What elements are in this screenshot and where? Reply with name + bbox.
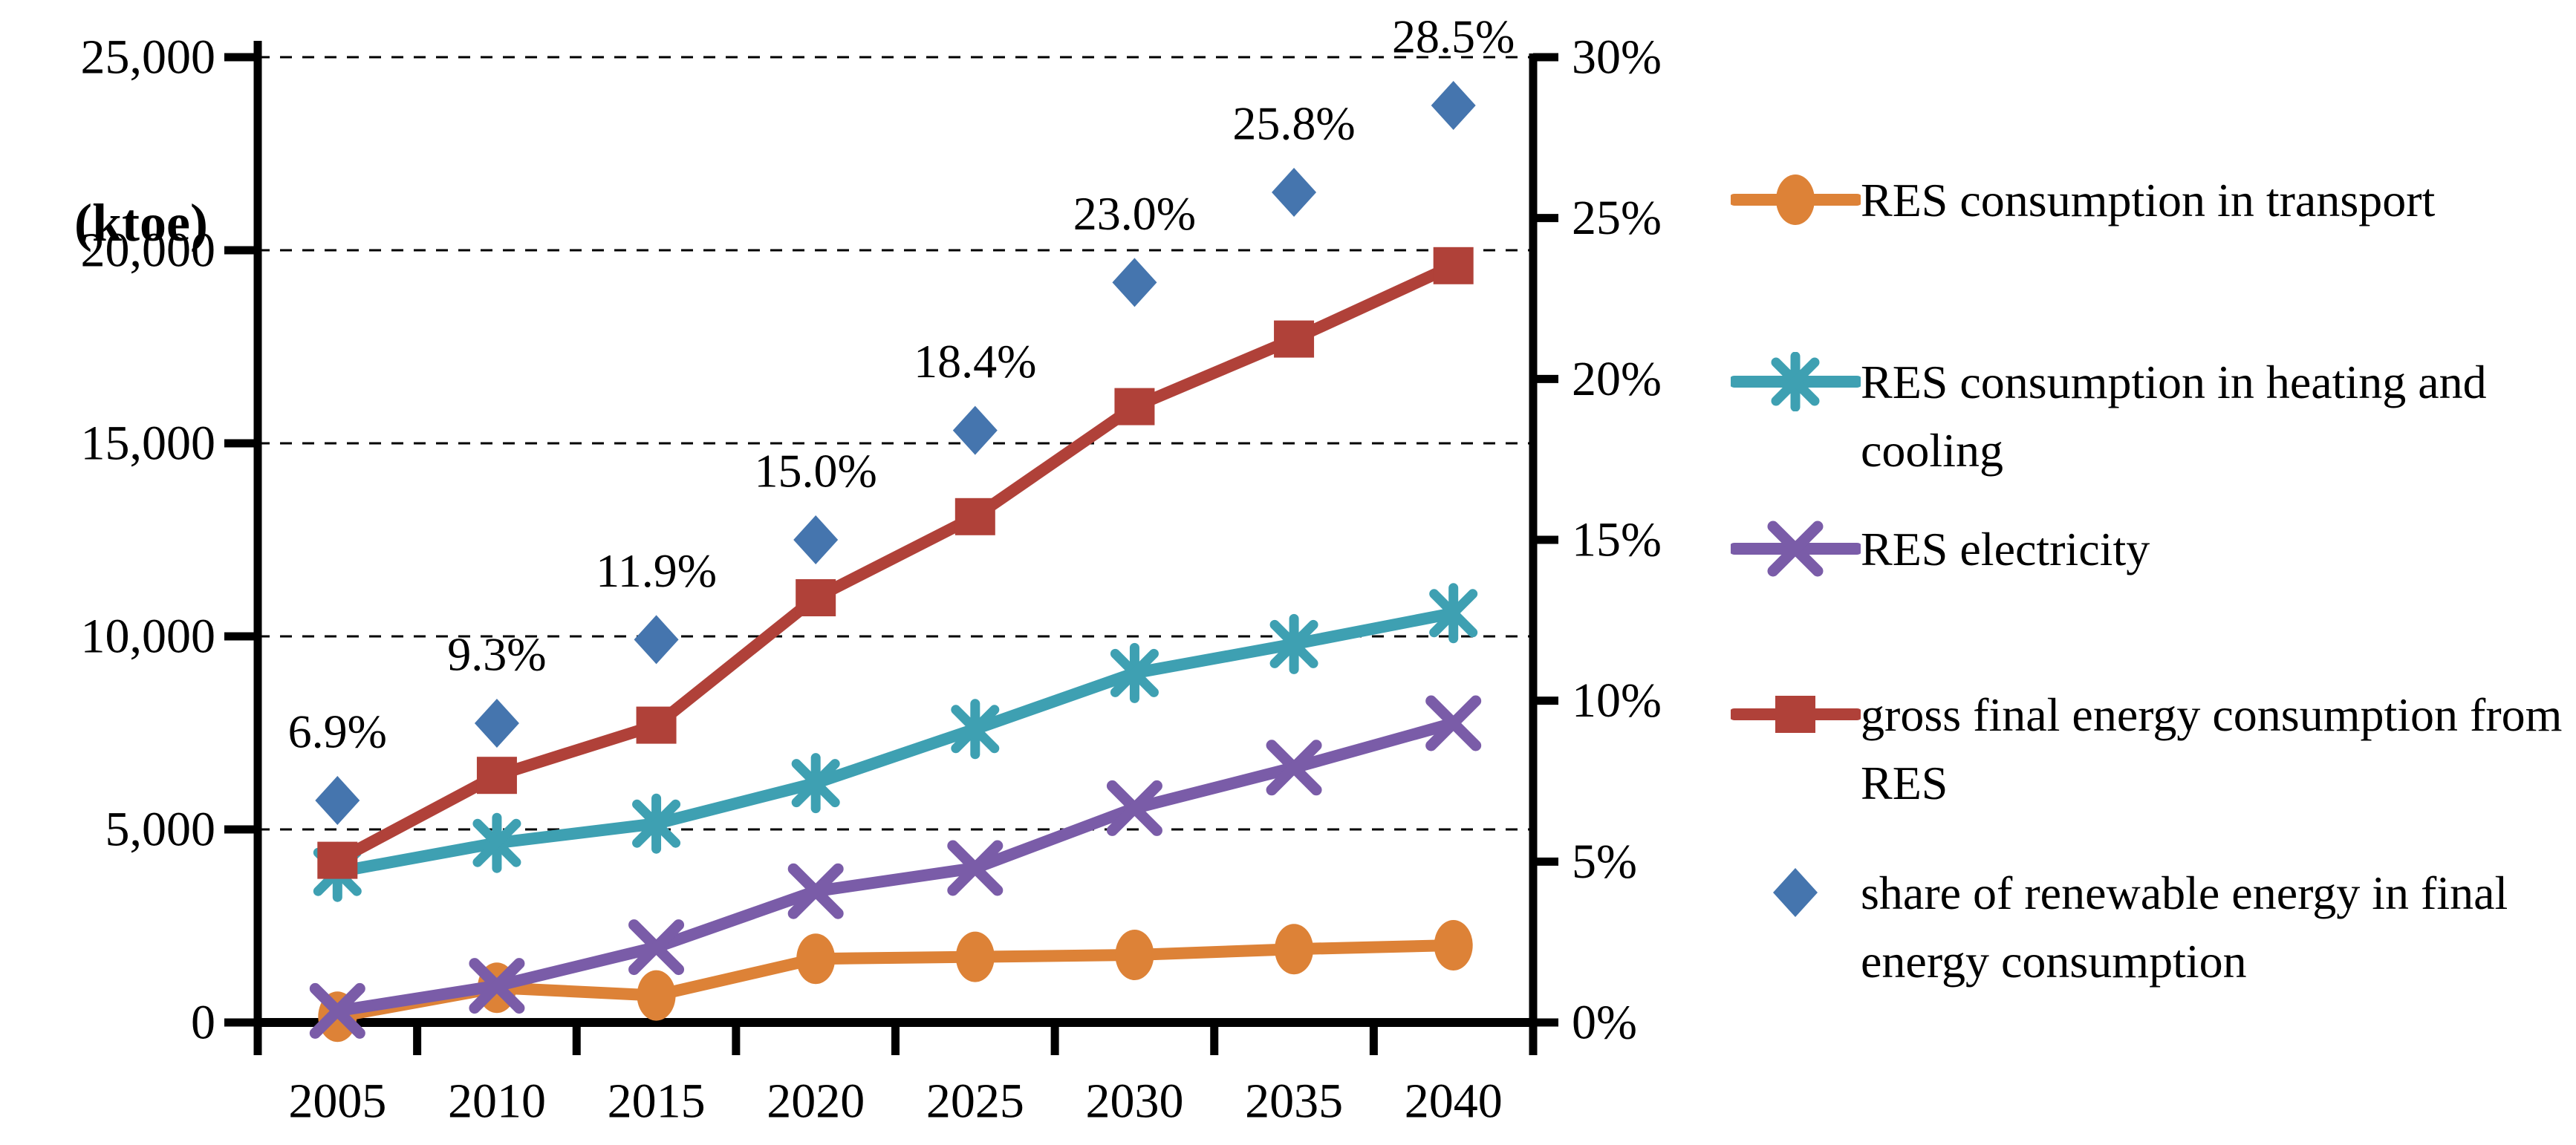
legend-item-heating-cooling: RES consumption in heating and cooling [1731, 348, 2563, 485]
right-axis-tick-label: 15% [1572, 513, 1662, 567]
x-axis-category-label: 2020 [767, 1074, 865, 1129]
diamond-marker [952, 405, 998, 455]
chart-legend: RES consumption in transport RES consump… [1731, 0, 2570, 1145]
circle-marker [637, 970, 676, 1021]
x-axis-category-label: 2040 [1405, 1074, 1503, 1129]
series-line [331, 259, 1460, 867]
asterisk-marker [472, 812, 521, 873]
square-marker [1114, 388, 1155, 425]
square-marker [317, 841, 358, 879]
x-axis-category-label: 2035 [1245, 1074, 1343, 1129]
legend-label-electricity: RES electricity [1861, 523, 2150, 575]
share-data-label: 18.4% [914, 335, 1036, 388]
diamond-marker [1773, 868, 1818, 917]
right-axis-tick-label: 25% [1572, 191, 1662, 245]
x-marker [469, 958, 525, 1014]
right-axis-tick-label: 20% [1572, 352, 1662, 406]
series-line [331, 939, 1460, 1023]
share-data-label: 9.3% [447, 628, 546, 681]
left-axis-tick-label: 25,000 [81, 30, 216, 85]
diamond-marker [1112, 258, 1157, 307]
square-marker [954, 498, 995, 535]
x-axis-category-label: 2005 [288, 1074, 386, 1129]
diamond-marker [1431, 81, 1476, 130]
asterisk-marker [632, 793, 681, 854]
x-marker [787, 863, 844, 919]
asterisk-marker [951, 699, 1000, 760]
share-data-label: 28.5% [1392, 10, 1515, 63]
legend-label-transport: RES consumption in transport [1861, 174, 2436, 226]
x-marker [947, 840, 1004, 896]
share-data-label: 25.8% [1232, 97, 1355, 150]
diamond-marker [793, 515, 839, 564]
share-data-label: 11.9% [596, 544, 717, 597]
diamond-marker [315, 776, 360, 825]
res-share-diamond-legend-icon [1773, 868, 1818, 917]
right-axis-tick-label: 30% [1572, 30, 1662, 85]
square-marker [1433, 247, 1474, 284]
legend-item-gross-res: gross final energy consumption from RES [1731, 681, 2563, 818]
asterisk-marker [1771, 352, 1820, 411]
x-marker [628, 919, 685, 976]
electricity-x-legend-icon [1731, 521, 1861, 577]
legend-label-heating-cooling: RES consumption in heating and cooling [1861, 356, 2487, 477]
x-axis-category-label: 2030 [1085, 1074, 1183, 1129]
square-marker [1274, 320, 1315, 358]
asterisk-marker [1429, 583, 1478, 644]
left-axis-unit-label: (ktoe) [74, 193, 208, 252]
legend-label-gross-res: gross final energy consumption from RES [1861, 688, 2563, 809]
square-marker [476, 757, 517, 795]
series-line [331, 607, 1460, 878]
x-axis-category-label: 2025 [926, 1074, 1024, 1129]
asterisk-marker [1269, 613, 1318, 674]
legend-item-electricity: RES electricity [1731, 515, 2563, 584]
right-axis-tick-label: 5% [1572, 835, 1637, 889]
x-axis-category-label: 2010 [448, 1074, 546, 1129]
circle-marker [1275, 924, 1314, 975]
left-axis-tick-label: 5,000 [105, 803, 216, 857]
diamond-marker [634, 615, 679, 665]
diamond-marker [474, 699, 519, 748]
x-marker [1266, 740, 1322, 796]
circle-marker [1115, 930, 1154, 980]
legend-item-transport: RES consumption in transport [1731, 166, 2563, 235]
circle-marker [796, 933, 836, 985]
share-data-label: 15.0% [755, 445, 877, 498]
right-axis-tick-label: 0% [1572, 996, 1637, 1050]
circle-marker [955, 931, 995, 982]
right-axis-tick-label: 10% [1572, 673, 1662, 728]
gross-res-square-legend-icon [1731, 696, 1861, 733]
x-marker [1425, 695, 1482, 751]
left-axis-tick-label: 10,000 [81, 610, 216, 664]
series-line [331, 717, 1460, 1017]
square-marker [796, 579, 836, 616]
asterisk-marker [791, 753, 840, 814]
square-marker [636, 706, 677, 744]
x-marker [1767, 521, 1824, 577]
legend-item-res-share: share of renewable energy in final energ… [1731, 859, 2563, 996]
square-marker [1775, 696, 1815, 733]
x-marker [309, 982, 365, 1039]
transport-circle-legend-icon [1731, 174, 1861, 225]
left-axis-tick-label: 20,000 [81, 224, 216, 278]
diamond-marker [1272, 168, 1317, 217]
left-axis-tick-label: 0 [191, 996, 215, 1050]
share-data-label: 23.0% [1073, 187, 1196, 240]
heating-cooling-asterisk-legend-icon [1731, 352, 1861, 411]
share-data-label: 6.9% [288, 705, 387, 758]
asterisk-marker [1110, 642, 1159, 703]
x-axis-category-label: 2015 [608, 1074, 706, 1129]
legend-label-res-share: share of renewable energy in final energ… [1861, 867, 2508, 988]
left-axis-tick-label: 15,000 [81, 417, 216, 471]
circle-marker [1776, 174, 1815, 225]
x-marker [1106, 780, 1162, 836]
circle-marker [1434, 920, 1473, 971]
